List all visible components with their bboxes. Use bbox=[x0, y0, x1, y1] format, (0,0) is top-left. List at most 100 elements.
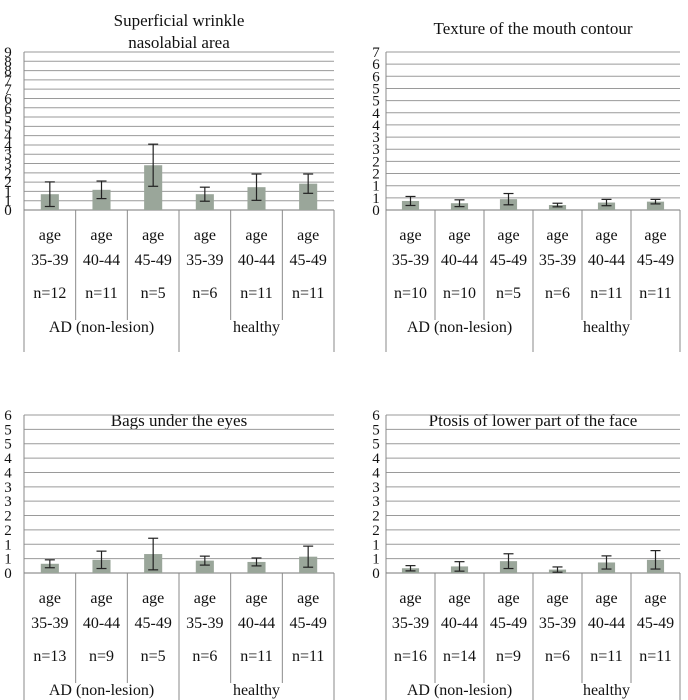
y-tick-label: 7 bbox=[4, 73, 12, 89]
category-n-label: n=11 bbox=[292, 648, 324, 665]
category-n-label: n=9 bbox=[496, 648, 521, 665]
y-tick-label: 4 bbox=[372, 118, 380, 134]
category-range-label: 45-49 bbox=[135, 615, 172, 632]
category-n-label: n=6 bbox=[192, 648, 217, 665]
y-tick-label: 6 bbox=[372, 408, 380, 424]
category-range-label: 40-44 bbox=[238, 252, 275, 269]
y-tick-label: 3 bbox=[4, 157, 12, 173]
chart-panel-3: Bags under the eyes011223344556age35-39n… bbox=[4, 408, 335, 700]
category-range-label: 40-44 bbox=[588, 615, 625, 632]
y-tick-label: 2 bbox=[4, 175, 12, 191]
category-range-label: 45-49 bbox=[490, 615, 527, 632]
y-tick-label: 3 bbox=[4, 147, 12, 163]
category-age-label: age bbox=[142, 227, 164, 244]
category-age-label: age bbox=[297, 590, 319, 607]
y-tick-label: 2 bbox=[372, 523, 380, 539]
category-age-label: age bbox=[546, 227, 568, 244]
y-tick-label: 1 bbox=[4, 552, 12, 568]
chart-panel-4: Ptosis of lower part of the face01122334… bbox=[372, 408, 681, 700]
category-n-label: n=5 bbox=[141, 285, 166, 302]
y-tick-label: 0 bbox=[372, 566, 380, 582]
y-tick-label: 4 bbox=[372, 106, 380, 122]
y-tick-label: 3 bbox=[372, 130, 380, 146]
group-label: AD (non-lesion) bbox=[407, 319, 512, 336]
category-range-label: 45-49 bbox=[637, 252, 674, 269]
y-tick-label: 4 bbox=[4, 138, 12, 154]
chart-title: Bags under the eyes bbox=[111, 411, 247, 430]
y-tick-label: 8 bbox=[4, 54, 12, 70]
y-tick-label: 2 bbox=[4, 523, 12, 539]
category-n-label: n=13 bbox=[33, 648, 66, 665]
category-n-label: n=11 bbox=[85, 285, 117, 302]
category-n-label: n=5 bbox=[496, 285, 521, 302]
y-tick-label: 2 bbox=[372, 154, 380, 170]
y-tick-label: 6 bbox=[4, 408, 12, 424]
y-tick-label: 8 bbox=[4, 64, 12, 80]
category-age-label: age bbox=[497, 227, 519, 244]
bar bbox=[195, 194, 214, 210]
category-n-label: n=11 bbox=[240, 285, 272, 302]
group-label: AD (non-lesion) bbox=[49, 319, 154, 336]
bar bbox=[299, 183, 318, 210]
bar bbox=[92, 189, 111, 210]
category-age-label: age bbox=[399, 590, 421, 607]
y-tick-label: 5 bbox=[4, 422, 12, 438]
group-label: healthy bbox=[233, 319, 280, 336]
group-label: healthy bbox=[233, 682, 280, 699]
category-age-label: age bbox=[448, 590, 470, 607]
chart-title: Superficial wrinkle bbox=[114, 11, 245, 30]
category-age-label: age bbox=[644, 590, 666, 607]
y-tick-label: 5 bbox=[372, 422, 380, 438]
category-n-label: n=11 bbox=[639, 648, 671, 665]
bar bbox=[40, 563, 59, 573]
category-n-label: n=11 bbox=[590, 285, 622, 302]
category-age-label: age bbox=[595, 227, 617, 244]
category-age-label: age bbox=[194, 590, 216, 607]
y-tick-label: 7 bbox=[4, 82, 12, 98]
category-age-label: age bbox=[595, 590, 617, 607]
category-range-label: 45-49 bbox=[290, 252, 327, 269]
category-n-label: n=9 bbox=[89, 648, 114, 665]
y-tick-label: 7 bbox=[372, 45, 380, 61]
category-age-label: age bbox=[245, 227, 267, 244]
category-range-label: 45-49 bbox=[290, 615, 327, 632]
y-tick-label: 1 bbox=[4, 184, 12, 200]
group-label: AD (non-lesion) bbox=[407, 682, 512, 699]
chart-panel-2: Texture of the mouth contour011223344556… bbox=[372, 19, 681, 352]
y-tick-label: 6 bbox=[372, 57, 380, 73]
category-range-label: 35-39 bbox=[539, 252, 576, 269]
category-n-label: n=10 bbox=[394, 285, 427, 302]
category-age-label: age bbox=[194, 227, 216, 244]
y-tick-label: 5 bbox=[372, 81, 380, 97]
y-tick-label: 3 bbox=[4, 480, 12, 496]
y-tick-label: 4 bbox=[4, 465, 12, 481]
y-tick-label: 0 bbox=[4, 566, 12, 582]
category-range-label: 35-39 bbox=[539, 615, 576, 632]
category-n-label: n=12 bbox=[33, 285, 66, 302]
category-range-label: 35-39 bbox=[31, 252, 68, 269]
y-tick-label: 4 bbox=[372, 465, 380, 481]
group-label: healthy bbox=[583, 682, 630, 699]
category-age-label: age bbox=[245, 590, 267, 607]
bar bbox=[646, 201, 665, 210]
category-range-label: 45-49 bbox=[637, 615, 674, 632]
y-tick-label: 3 bbox=[372, 480, 380, 496]
y-tick-label: 5 bbox=[372, 437, 380, 453]
category-range-label: 35-39 bbox=[186, 615, 223, 632]
y-tick-label: 6 bbox=[372, 69, 380, 85]
chart-title: Texture of the mouth contour bbox=[434, 19, 633, 38]
y-tick-label: 2 bbox=[372, 167, 380, 183]
y-tick-label: 9 bbox=[4, 45, 12, 61]
category-range-label: 40-44 bbox=[441, 615, 478, 632]
y-tick-label: 4 bbox=[4, 451, 12, 467]
category-age-label: age bbox=[497, 590, 519, 607]
category-range-label: 35-39 bbox=[392, 252, 429, 269]
y-tick-label: 0 bbox=[4, 203, 12, 219]
y-tick-label: 2 bbox=[4, 166, 12, 182]
category-n-label: n=11 bbox=[639, 285, 671, 302]
y-tick-label: 4 bbox=[372, 451, 380, 467]
category-n-label: n=10 bbox=[443, 285, 476, 302]
group-label: healthy bbox=[583, 319, 630, 336]
